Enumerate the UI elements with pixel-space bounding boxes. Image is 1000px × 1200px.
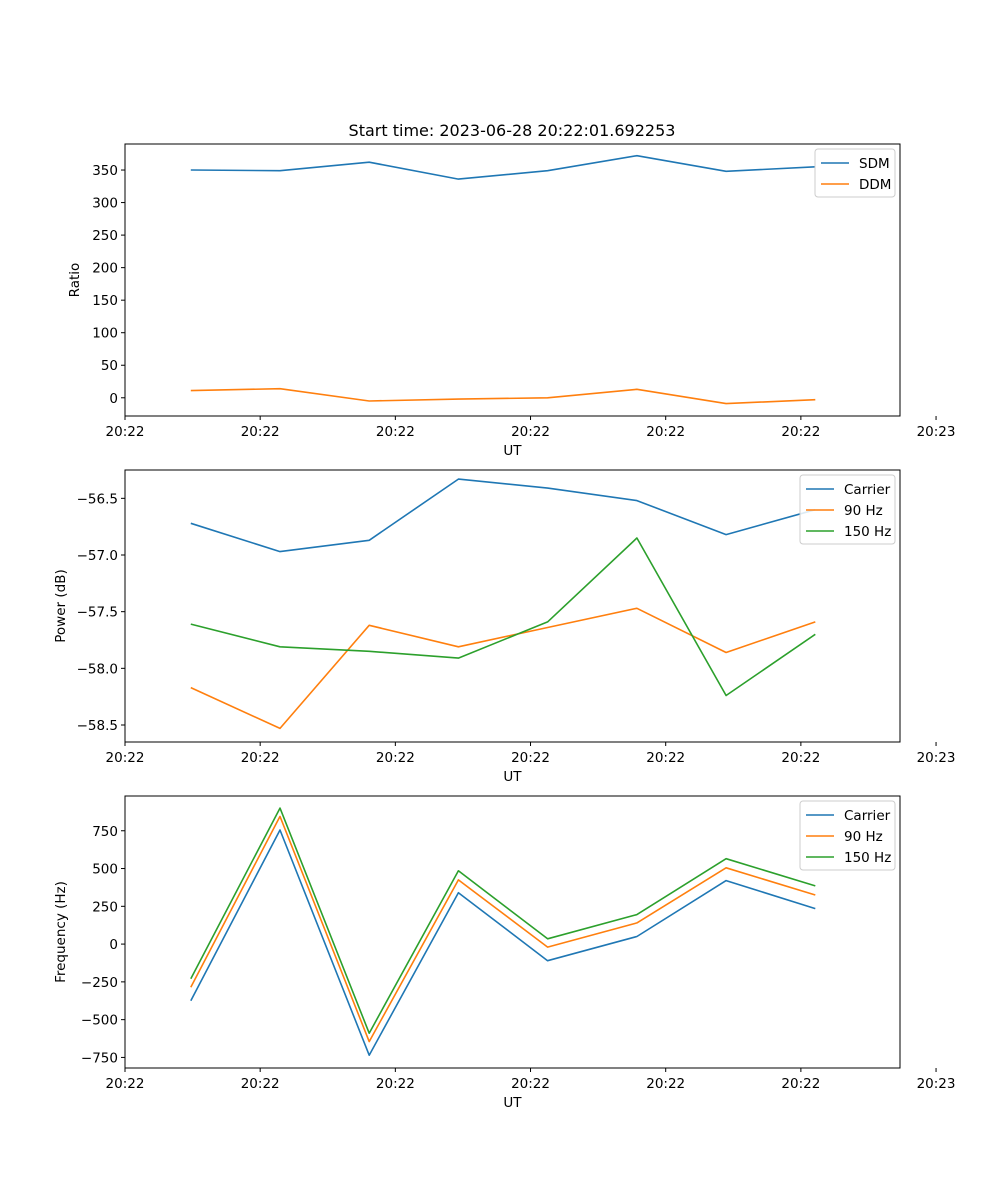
legend-entry: DDM <box>859 177 891 193</box>
axes-frame <box>124 795 901 1069</box>
x-tick-label: 20:23 <box>917 750 956 766</box>
x-tick-label: 20:22 <box>376 424 415 440</box>
x-tick-label: 20:22 <box>241 1076 280 1092</box>
series-line-90-hz <box>190 815 816 1043</box>
y-tick-label: 350 <box>92 163 118 179</box>
legend-entry: Carrier <box>844 482 891 498</box>
series-line-carrier <box>190 829 816 1056</box>
x-tick-label: 20:22 <box>241 424 280 440</box>
series-line-150-hz <box>190 807 816 1034</box>
y-tick-label: 250 <box>92 899 118 915</box>
y-tick-label: 200 <box>92 261 118 277</box>
legend: Carrier 90 Hz 150 Hz <box>799 800 896 871</box>
y-tick-label: 500 <box>92 862 118 878</box>
x-tick-label: 20:22 <box>106 424 145 440</box>
axes-frame <box>124 143 901 417</box>
series-line-150-hz <box>190 537 816 697</box>
x-tick-label: 20:22 <box>106 750 145 766</box>
legend: Carrier 90 Hz 150 Hz <box>799 474 896 545</box>
chart-title: Start time: 2023-06-28 20:22:01.692253 <box>349 121 676 140</box>
x-tick-label: 20:22 <box>781 750 820 766</box>
y-axis-label: Power (dB) <box>53 569 69 642</box>
y-tick-label: −58.0 <box>77 661 118 677</box>
y-tick-label: 750 <box>92 824 118 840</box>
x-tick-label: 20:23 <box>917 1076 956 1092</box>
legend-entry: Carrier <box>844 808 891 824</box>
x-tick-label: 20:22 <box>511 424 550 440</box>
x-axis-label: UT <box>503 769 522 785</box>
x-tick-label: 20:22 <box>646 424 685 440</box>
x-tick-label: 20:22 <box>106 1076 145 1092</box>
chart-panel-3: 20:22 20:22 20:22 20:22 20:22 20:22 20:23 750 50… <box>53 795 956 1111</box>
y-axis-label: Ratio <box>67 263 83 298</box>
axes-frame <box>124 469 901 743</box>
y-tick-label: −56.5 <box>77 491 118 507</box>
legend-entry: 90 Hz <box>844 829 883 845</box>
y-tick-label: 0 <box>109 391 118 407</box>
x-tick-label: 20:22 <box>376 750 415 766</box>
legend-box <box>814 148 896 198</box>
x-tick-label: 20:22 <box>241 750 280 766</box>
series-line-sdm <box>190 154 816 180</box>
legend-box <box>799 474 896 545</box>
y-tick-label: −57.5 <box>77 605 118 621</box>
series-line-ddm <box>190 387 816 405</box>
y-tick-label: 50 <box>101 358 118 374</box>
legend-entry: 90 Hz <box>844 503 883 519</box>
legend-entry: 150 Hz <box>844 524 891 540</box>
y-tick-label: −250 <box>81 975 118 991</box>
series-line-carrier <box>190 478 816 553</box>
y-tick-label: 0 <box>109 937 118 953</box>
x-tick-label: 20:22 <box>511 1076 550 1092</box>
x-tick-label: 20:22 <box>646 1076 685 1092</box>
x-tick-label: 20:22 <box>511 750 550 766</box>
legend-box <box>799 800 896 871</box>
x-axis-label: UT <box>503 1095 522 1111</box>
y-tick-label: 250 <box>92 228 118 244</box>
x-tick-label: 20:22 <box>376 1076 415 1092</box>
legend-entry: SDM <box>859 156 890 172</box>
y-tick-label: −58.5 <box>77 718 118 734</box>
x-tick-label: 20:22 <box>646 750 685 766</box>
x-tick-label: 20:22 <box>781 424 820 440</box>
y-tick-label: 100 <box>92 326 118 342</box>
x-tick-label: 20:23 <box>917 424 956 440</box>
y-axis-label: Frequency (Hz) <box>53 881 69 983</box>
y-tick-label: 150 <box>92 293 118 309</box>
legend: SDM DDM <box>814 148 896 198</box>
y-tick-label: 300 <box>92 196 118 212</box>
x-tick-label: 20:22 <box>781 1076 820 1092</box>
y-tick-label: −750 <box>81 1050 118 1066</box>
chart-panel-1: 20:22 20:22 20:22 20:22 20:22 20:22 20:23 0 50 10… <box>67 143 956 459</box>
series-line-90-hz <box>190 607 816 730</box>
chart-panel-2: 20:22 20:22 20:22 20:22 20:22 20:22 20:23 −56.5… <box>53 469 956 785</box>
y-tick-label: −500 <box>81 1013 118 1029</box>
legend-entry: 150 Hz <box>844 850 891 866</box>
x-axis-label: UT <box>503 443 522 459</box>
y-tick-label: −57.0 <box>77 548 118 564</box>
